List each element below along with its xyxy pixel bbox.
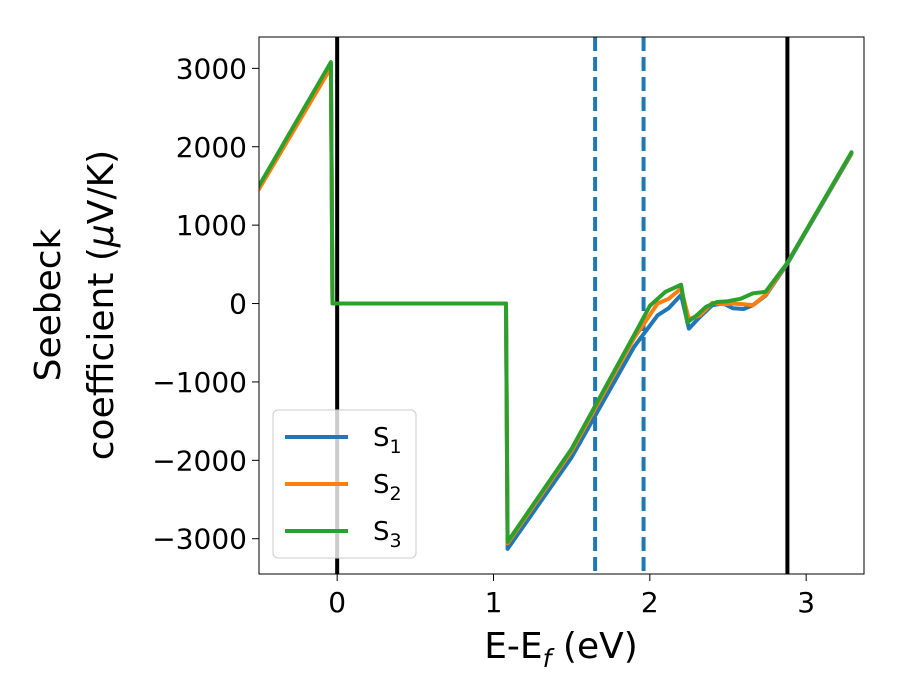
y-axis-label-mu: μ — [81, 224, 122, 248]
legend-label-s3: S3 — [373, 517, 402, 552]
x-axis-ticks: 0 1 2 3 — [328, 574, 815, 619]
x-tick-label: 0 — [328, 586, 346, 619]
legend-label-s2: S2 — [373, 470, 402, 505]
y-tick-label: −3000 — [152, 523, 247, 556]
plot-area — [258, 36, 865, 575]
y-axis-label-group: Seebeck coefficient (μV/K) — [28, 150, 122, 460]
x-tick-label: 3 — [797, 586, 815, 619]
y-axis-label-unit: V/K) — [81, 150, 122, 224]
x-axis-label-unit: (eV) — [551, 626, 637, 667]
y-tick-label: 2000 — [176, 131, 247, 164]
series-line-s3 — [259, 60, 854, 544]
plot-frame — [258, 36, 865, 575]
y-tick-label: −2000 — [152, 444, 247, 477]
x-axis-label-main: E-E — [484, 626, 542, 667]
legend-label-s1: S1 — [373, 423, 402, 458]
y-axis-label-line2: coefficient (μV/K) — [81, 150, 122, 460]
x-tick-label: 2 — [641, 586, 659, 619]
y-tick-label: 1000 — [176, 209, 247, 242]
y-axis-label-main: coefficient ( — [81, 247, 122, 460]
y-axis-label-line1: Seebeck — [28, 228, 69, 381]
y-axis-ticks: 3000 2000 1000 0 −1000 −2000 −3000 — [152, 52, 259, 556]
y-tick-label: −1000 — [152, 366, 247, 399]
x-axis-label: E-Ef (eV) — [484, 626, 638, 673]
legend: S1 S2 S3 — [272, 409, 417, 559]
y-tick-label: 3000 — [176, 52, 247, 85]
x-tick-label: 1 — [485, 586, 503, 619]
y-tick-label: 0 — [229, 288, 247, 321]
series-lines — [259, 60, 854, 551]
